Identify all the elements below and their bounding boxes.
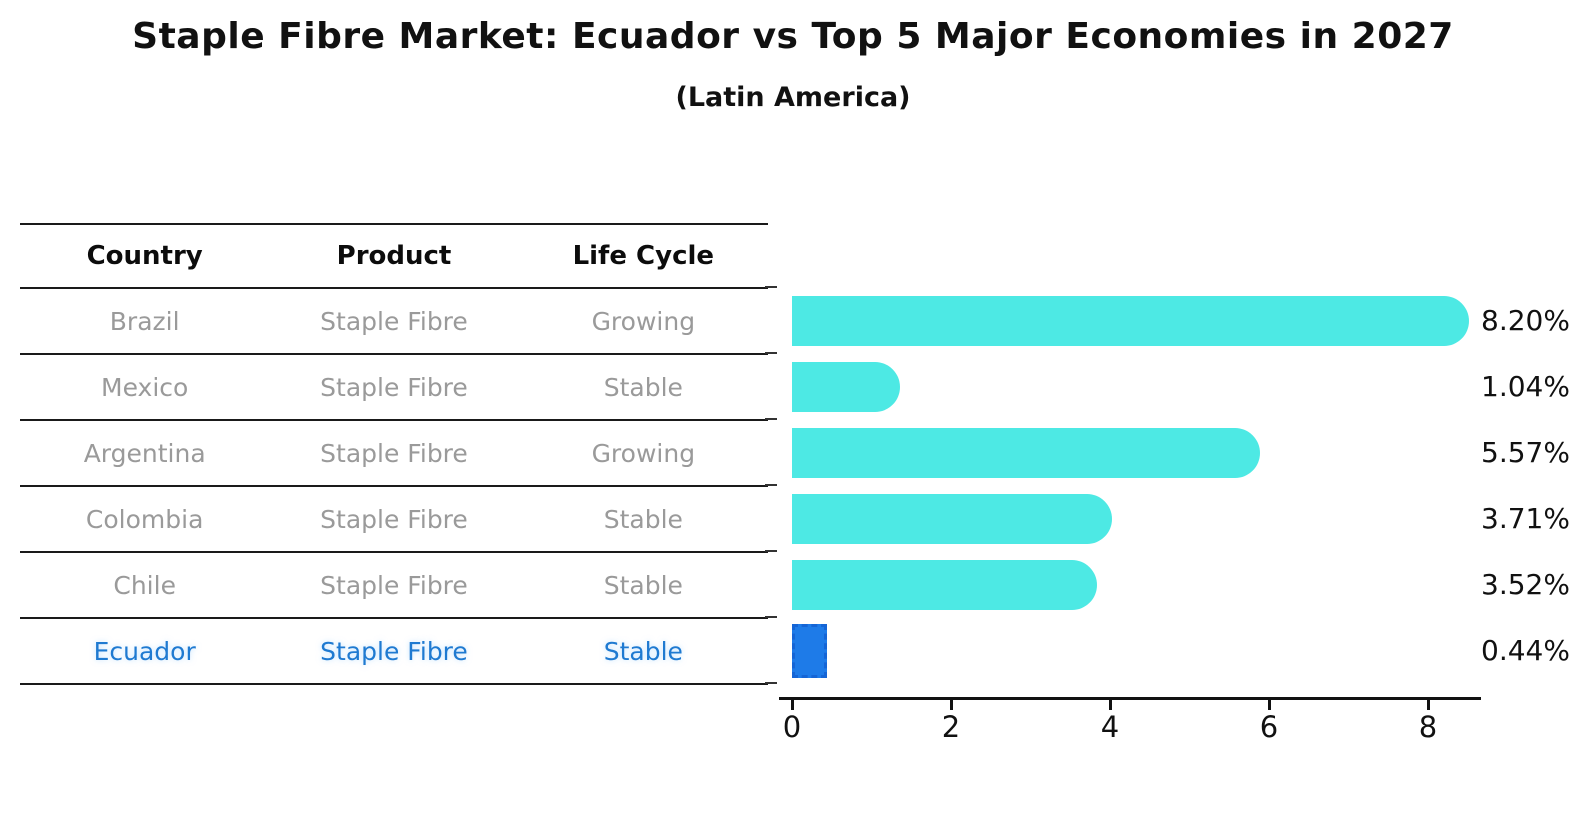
cell-country: Chile <box>113 570 176 600</box>
x-tick-label: 6 <box>1259 710 1279 744</box>
cell-country: Ecuador <box>93 636 196 666</box>
cell-country: Colombia <box>85 504 204 534</box>
header-country: Country <box>86 241 203 271</box>
country-table: Country Product Life Cycle Brazil Staple… <box>20 223 768 685</box>
x-tick-label: 8 <box>1418 710 1438 744</box>
y-tick-dash <box>765 352 777 354</box>
y-tick-dash <box>765 616 777 618</box>
header-product: Product <box>336 241 452 271</box>
cell-country: Brazil <box>109 306 180 336</box>
value-label-argentina: 5.57% <box>1481 436 1570 469</box>
bar-mexico <box>792 361 900 412</box>
chart-subtitle: (Latin America) <box>675 82 911 113</box>
bar-colombia <box>792 493 1112 544</box>
value-label-chile: 3.52% <box>1481 568 1570 601</box>
cell-country: Argentina <box>83 438 206 468</box>
x-axis-line <box>779 697 1481 700</box>
value-label-ecuador: 0.44% <box>1481 634 1570 667</box>
table-row-chile: Chile Staple Fibre Stable <box>20 553 768 619</box>
chart-title: Staple Fibre Market: Ecuador vs Top 5 Ma… <box>132 16 1454 57</box>
bar-chile <box>792 559 1097 610</box>
cell-country: Mexico <box>101 372 189 402</box>
y-tick-dash <box>765 484 777 486</box>
bar-brazil <box>792 295 1469 346</box>
cell-product: Staple Fibre <box>320 504 468 534</box>
cell-life-cycle: Growing <box>591 438 696 468</box>
table-row-ecuador: Ecuador Staple Fibre Stable <box>20 619 768 685</box>
x-tick-mark <box>1109 697 1112 710</box>
table-row-mexico: Mexico Staple Fibre Stable <box>20 355 768 421</box>
table-row-argentina: Argentina Staple Fibre Growing <box>20 421 768 487</box>
cell-life-cycle: Stable <box>603 504 683 534</box>
y-tick-dash <box>765 550 777 552</box>
value-label-brazil: 8.20% <box>1481 304 1570 337</box>
bar-argentina <box>792 427 1260 478</box>
bar-ecuador <box>792 623 827 678</box>
y-tick-dash <box>765 286 777 288</box>
cell-life-cycle: Stable <box>603 636 683 666</box>
x-tick-mark <box>950 697 953 710</box>
y-tick-dash <box>765 682 777 684</box>
y-tick-dash <box>765 418 777 420</box>
cell-product: Staple Fibre <box>320 636 468 666</box>
x-tick-label: 0 <box>782 710 802 744</box>
cell-life-cycle: Stable <box>603 372 683 402</box>
cell-product: Staple Fibre <box>320 372 468 402</box>
value-label-colombia: 3.71% <box>1481 502 1570 535</box>
cell-life-cycle: Stable <box>603 570 683 600</box>
value-label-mexico: 1.04% <box>1481 370 1570 403</box>
x-tick-mark <box>1268 697 1271 710</box>
cell-life-cycle: Growing <box>591 306 696 336</box>
x-tick-mark <box>791 697 794 710</box>
x-tick-label: 2 <box>941 710 961 744</box>
cell-product: Staple Fibre <box>320 570 468 600</box>
x-tick-label: 4 <box>1100 710 1120 744</box>
table-row-colombia: Colombia Staple Fibre Stable <box>20 487 768 553</box>
cell-product: Staple Fibre <box>320 306 468 336</box>
cell-product: Staple Fibre <box>320 438 468 468</box>
x-tick-mark <box>1427 697 1430 710</box>
header-life-cycle: Life Cycle <box>572 241 715 271</box>
table-row-brazil: Brazil Staple Fibre Growing <box>20 289 768 355</box>
table-header-row: Country Product Life Cycle <box>20 225 768 289</box>
